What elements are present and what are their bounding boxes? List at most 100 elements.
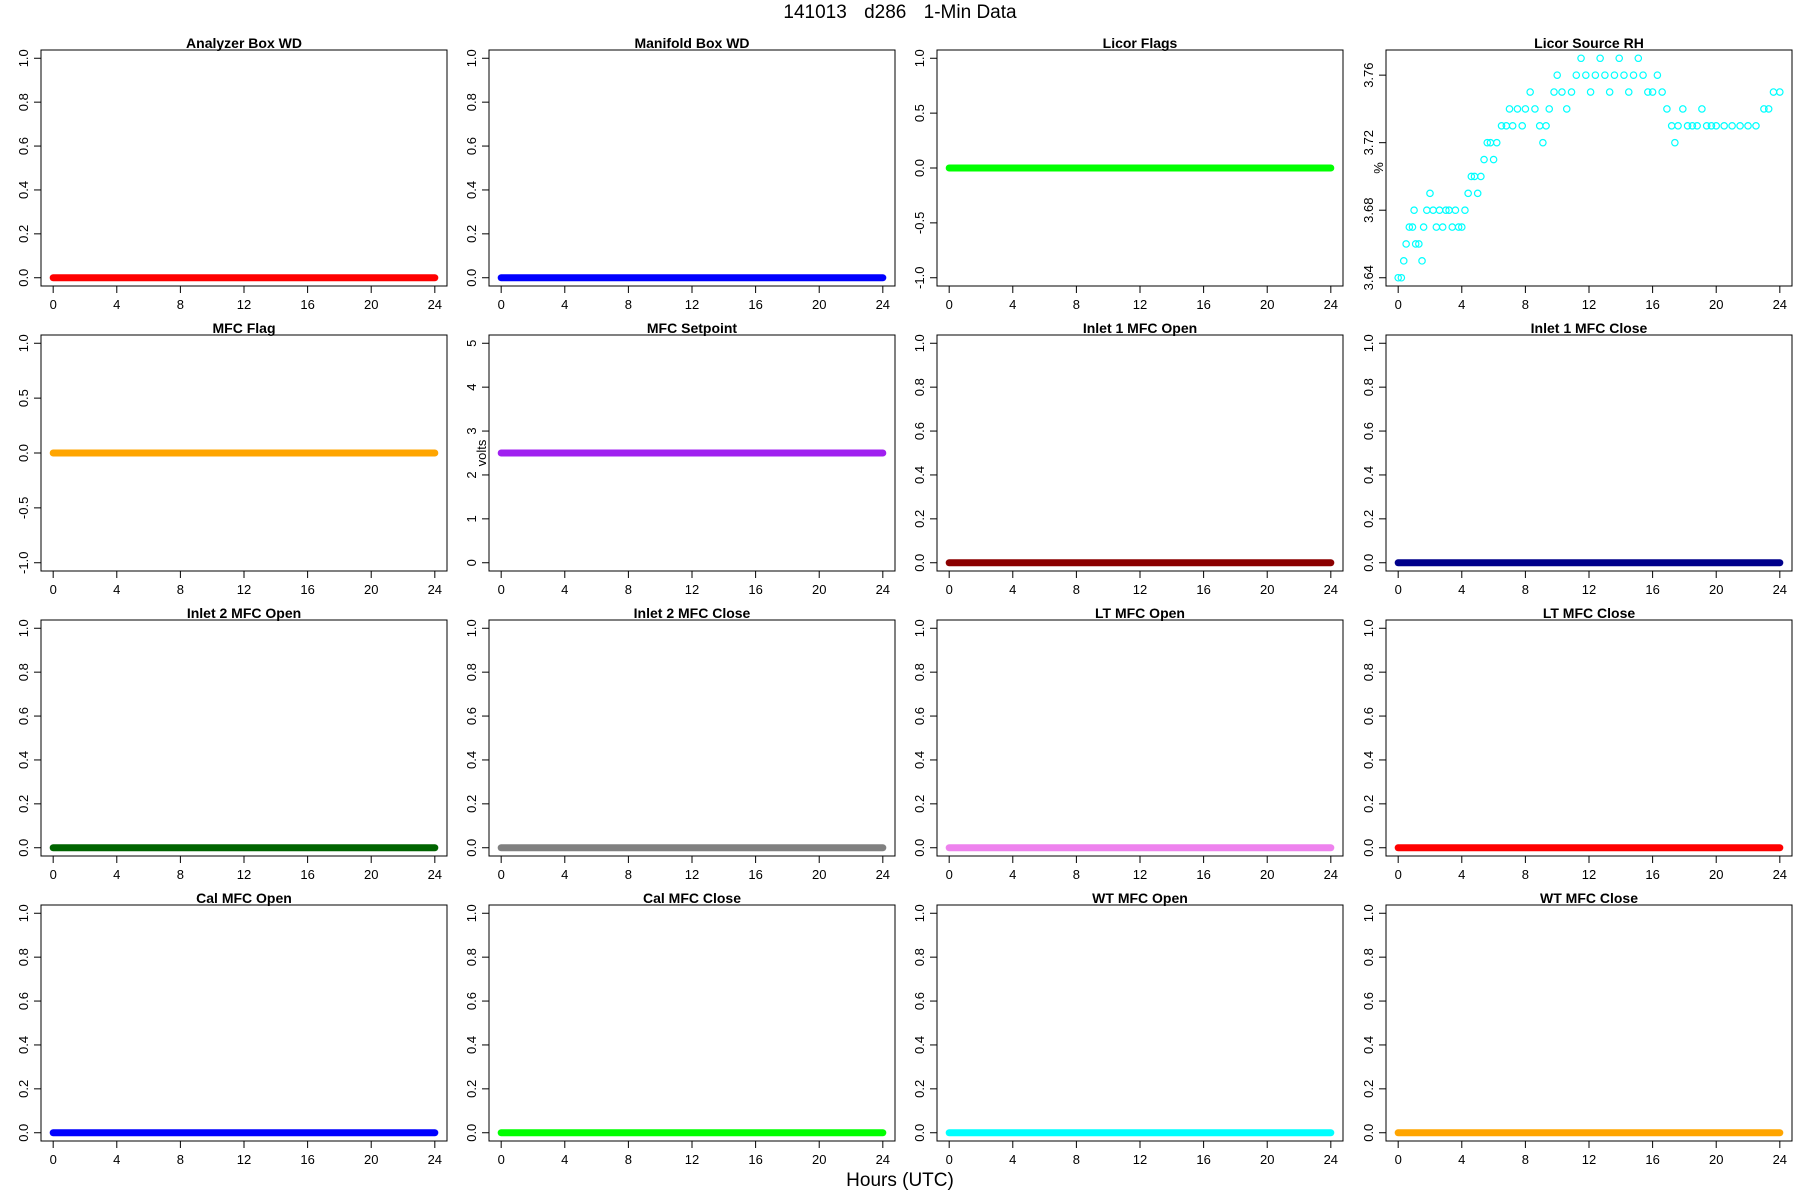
panel-frame [488,904,896,1142]
x-tick-label: 24 [1773,1152,1787,1167]
y-tick-label: 0.0 [16,1124,31,1142]
x-tick-label: 4 [1458,582,1465,597]
x-tick-label: 20 [1709,297,1723,312]
data-point [1610,71,1619,79]
data-point [1435,206,1444,215]
y-tick-label: 0.4 [16,181,31,199]
x-tick-label: 20 [1709,1152,1723,1167]
y-tick-label: 0.0 [912,839,927,857]
panel-title: Cal MFC Close [643,890,741,906]
panel-frame [1385,334,1793,572]
panel-8: Inlet 2 MFC Open 0 4 8 12 16 20 24 0.0 0.2 0.4 0.6 0… [16,605,448,882]
x-tick-label: 4 [113,297,120,312]
y-tick-label: 0.2 [912,510,927,528]
y-tick-label: 0.6 [912,992,927,1010]
y-tick-label: 3.64 [1361,265,1376,290]
x-tick-label: 16 [1645,867,1659,882]
x-tick-label: 4 [1009,297,1016,312]
y-tick-label: 0.4 [912,1036,927,1054]
y-tick-label: 3 [464,427,479,434]
panel-0: Analyzer Box WD 0 4 8 12 16 20 24 0.0 0.2 0.4 0.6 0.… [16,35,448,312]
y-tick-label: 0.6 [1361,992,1376,1010]
data-point [1480,155,1488,164]
x-tick-label: 16 [1196,297,1210,312]
data-point [1693,121,1701,130]
panel-14: WT MFC Open 0 4 8 12 16 20 24 0.0 0.2 0.4 0.6 0.8 1.0 [912,890,1344,1167]
x-tick-label: 0 [946,582,953,597]
x-tick-label: 16 [748,1152,762,1167]
data-point [1492,138,1501,147]
panel-title: Cal MFC Open [196,890,292,906]
x-tick-label: 20 [364,1152,378,1167]
y-tick-label: 0.8 [1361,378,1376,396]
y-tick-label: -0.5 [912,212,927,234]
x-tick-label: 8 [1522,582,1529,597]
data-point [1644,88,1652,96]
data-point [1454,223,1463,231]
x-tick-label: 12 [685,582,699,597]
y-tick-label: 0.2 [16,795,31,813]
x-tick-label: 16 [300,297,314,312]
y-tick-label: 0.4 [464,1036,479,1054]
x-tick-label: 0 [498,582,505,597]
x-tick-label: 4 [561,1152,568,1167]
y-tick-label: 1.0 [16,334,31,352]
panel-1: Manifold Box WD 0 4 8 12 16 20 24 0.0 0.2 0.4 0.6 0.… [464,35,896,312]
x-tick-label: 20 [812,297,826,312]
y-tick-label: 0.4 [464,751,479,769]
y-tick-label: 0.2 [464,795,479,813]
y-tick-label: 0.2 [16,225,31,243]
y-tick-label: 0.8 [464,93,479,111]
y-tick-label: 0.5 [16,389,31,407]
y-tick-label: 0.6 [16,137,31,155]
y-tick-label: 1.0 [1361,619,1376,637]
y-tick-label: -1.0 [16,552,31,574]
data-point [1531,105,1539,113]
y-tick-label: 0.0 [16,839,31,857]
data-point [1483,138,1492,147]
x-tick-label: 20 [1709,582,1723,597]
x-tick-label: 16 [300,867,314,882]
data-point [1667,121,1676,130]
data-point [1467,172,1476,181]
y-tick-label: 0.6 [16,707,31,725]
x-tick-label: 8 [177,867,184,882]
data-point [1394,273,1402,282]
data-point [1542,121,1550,130]
y-tick-label: 4 [464,384,479,391]
x-tick-label: 24 [428,297,442,312]
panel-title: Inlet 1 MFC Close [1531,320,1648,336]
x-tick-label: 12 [1582,867,1596,882]
data-point [1473,189,1482,198]
x-tick-label: 4 [561,867,568,882]
y-tick-label: 0.0 [912,159,927,177]
figure-title-day: d286 [864,2,907,23]
data-point [1769,88,1778,96]
panel-4: MFC Flag 0 4 8 12 16 20 24 -1.0 -0.5 0.0 0.5 1.0 [16,320,448,597]
data-point [1502,121,1511,130]
data-point [1513,105,1522,113]
y-tick-label: 0.0 [1361,1124,1376,1142]
data-point [1728,121,1736,130]
y-tick-label: 0.4 [16,751,31,769]
x-tick-label: 4 [113,1152,120,1167]
data-point [1624,88,1633,96]
data-point [1679,105,1687,113]
panel-title: Inlet 1 MFC Open [1083,320,1197,336]
x-tick-label: 20 [1709,867,1723,882]
x-tick-label: 4 [1458,1152,1465,1167]
x-tick-label: 4 [1009,1152,1016,1167]
y-tick-label: 0.0 [16,444,31,462]
y-tick-label: 1.0 [16,49,31,67]
y-tick-label: 0.8 [1361,663,1376,681]
x-tick-label: 0 [946,867,953,882]
panel-frame [1385,904,1793,1142]
data-point [1426,189,1434,198]
x-tick-label: 8 [177,1152,184,1167]
x-tick-label: 20 [1260,582,1274,597]
x-tick-label: 12 [685,297,699,312]
data-point [1545,105,1554,113]
panel-title: Analyzer Box WD [186,35,302,51]
